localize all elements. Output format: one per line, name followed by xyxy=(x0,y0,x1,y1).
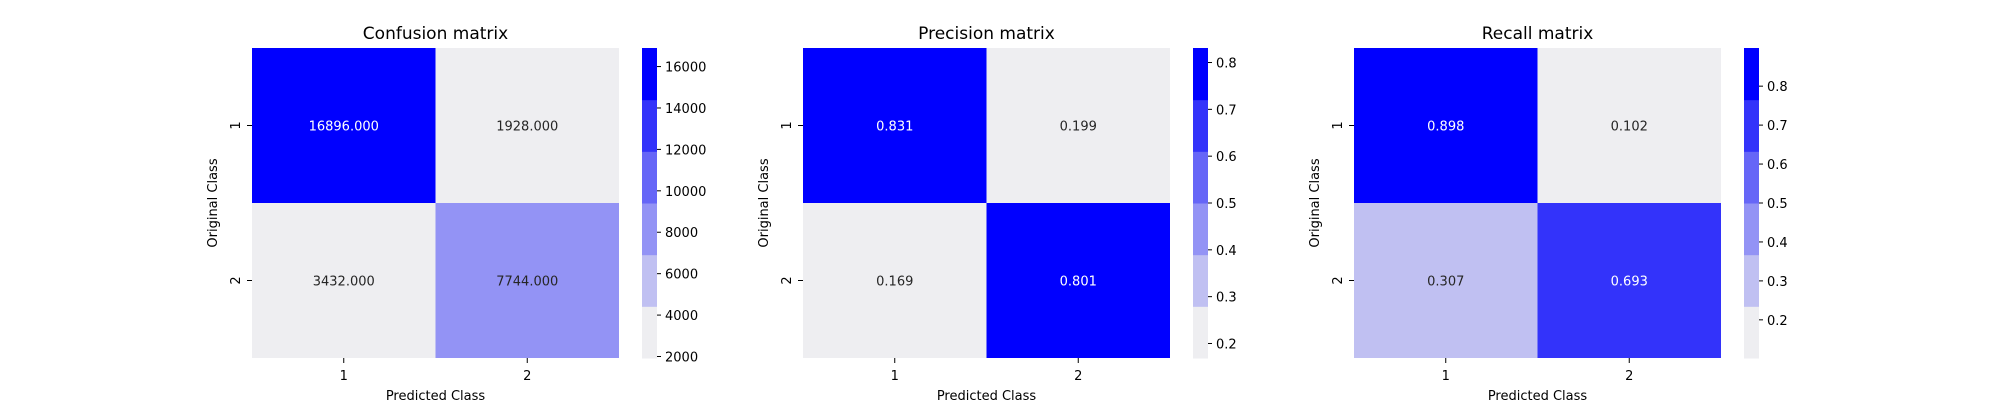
colorbar-tick-label: 0.8 xyxy=(1767,80,1788,95)
colorbar-segment xyxy=(1744,306,1759,359)
heatmap-cell xyxy=(435,48,619,203)
heatmap-cell xyxy=(803,203,987,358)
heatmap-cell xyxy=(986,48,1170,203)
y-tick-label: 1 xyxy=(1331,121,1346,129)
cell-value-label: 0.898 xyxy=(1427,120,1464,135)
cell-value-label: 0.801 xyxy=(1060,275,1097,290)
chart-panel-1: Confusion matrix 16896.000 1928.000 3432.00… xyxy=(206,24,706,400)
colorbar-tick-label: 0.7 xyxy=(1767,119,1788,134)
y-tick-label: 1 xyxy=(229,121,244,129)
colorbar-segment xyxy=(1193,151,1208,204)
colorbar-segment xyxy=(642,254,657,307)
colorbar-segment xyxy=(1193,99,1208,152)
x-tick-label: 1 xyxy=(891,369,899,384)
y-tick-label: 2 xyxy=(1331,276,1346,284)
heatmap-cell xyxy=(252,203,436,358)
chart-title: Confusion matrix xyxy=(363,24,508,44)
colorbar-segment xyxy=(642,99,657,152)
colorbar-tick-label: 4000 xyxy=(665,309,698,324)
heatmap-cell xyxy=(986,203,1170,358)
colorbar-tick-label: 0.5 xyxy=(1216,197,1237,212)
colorbar-tick-label: 0.2 xyxy=(1216,337,1237,352)
colorbar-tick-label: 0.4 xyxy=(1767,236,1788,251)
colorbar-tick-label: 0.7 xyxy=(1216,103,1237,118)
colorbar-segment xyxy=(642,306,657,359)
colorbar-tick-label: 0.3 xyxy=(1216,291,1237,306)
heatmap-cell xyxy=(252,48,436,203)
y-axis-label: Original Class xyxy=(1308,158,1323,247)
x-axis-label: Predicted Class xyxy=(937,389,1037,400)
heatmap-cell xyxy=(435,203,619,358)
x-tick-label: 2 xyxy=(523,369,531,384)
y-tick-label: 1 xyxy=(780,121,795,129)
colorbar-tick-label: 2000 xyxy=(665,351,698,366)
cell-value-label: 0.831 xyxy=(876,120,913,135)
colorbar-tick-label: 0.6 xyxy=(1767,158,1788,173)
colorbar: 0.2 0.3 0.4 0.5 0.6 0.7 0.8 xyxy=(1744,48,1788,359)
colorbar-tick-label: 16000 xyxy=(665,61,706,76)
colorbar-segment xyxy=(1744,151,1759,204)
colorbar-segment xyxy=(642,151,657,204)
x-axis-label: Predicted Class xyxy=(1488,389,1588,400)
heatmap-cell xyxy=(1354,203,1538,358)
chart-panel-3: Recall matrix 0.898 0.102 0.307 0.693 1 2 Predi… xyxy=(1308,24,1788,400)
cell-value-label: 16896.000 xyxy=(309,120,379,135)
colorbar-tick-label: 0.3 xyxy=(1767,275,1788,290)
cell-value-label: 1928.000 xyxy=(496,120,558,135)
x-tick-label: 1 xyxy=(340,369,348,384)
chart-title: Precision matrix xyxy=(918,24,1055,44)
x-tick-label: 2 xyxy=(1074,369,1082,384)
colorbar-tick-label: 14000 xyxy=(665,102,706,117)
x-tick-label: 1 xyxy=(1442,369,1450,384)
cell-value-label: 0.307 xyxy=(1427,275,1464,290)
chart-title: Recall matrix xyxy=(1482,24,1594,44)
colorbar-segment xyxy=(1193,203,1208,256)
colorbar-segment xyxy=(1744,48,1759,101)
cell-value-label: 0.169 xyxy=(876,275,913,290)
colorbar-segment xyxy=(642,48,657,101)
cell-value-label: 0.199 xyxy=(1060,120,1097,135)
colorbar-tick-label: 0.5 xyxy=(1767,197,1788,212)
cell-value-label: 7744.000 xyxy=(496,275,558,290)
colorbar-tick-label: 12000 xyxy=(665,143,706,158)
colorbar-segment xyxy=(1193,48,1208,101)
y-axis-label: Original Class xyxy=(757,158,772,247)
colorbar-segment xyxy=(1744,203,1759,256)
heatmap-cell xyxy=(1537,203,1721,358)
colorbar-tick-label: 10000 xyxy=(665,185,706,200)
x-axis-label: Predicted Class xyxy=(386,389,486,400)
heatmap-cell xyxy=(1354,48,1538,203)
colorbar-tick-label: 6000 xyxy=(665,268,698,283)
y-tick-label: 2 xyxy=(229,276,244,284)
colorbar-segment xyxy=(1193,254,1208,307)
y-tick-label: 2 xyxy=(780,276,795,284)
colorbar-segment xyxy=(1744,99,1759,152)
colorbar-tick-label: 8000 xyxy=(665,226,698,241)
colorbar-segment xyxy=(1744,254,1759,307)
colorbar-tick-label: 0.4 xyxy=(1216,244,1237,259)
colorbar-segment xyxy=(642,203,657,256)
x-tick-label: 2 xyxy=(1625,369,1633,384)
colorbar-segment xyxy=(1193,306,1208,359)
heatmap-cell xyxy=(803,48,987,203)
chart-panel-2: Precision matrix 0.831 0.199 0.169 0.801 1 2 Pr… xyxy=(757,24,1237,400)
cell-value-label: 3432.000 xyxy=(313,275,375,290)
y-axis-label: Original Class xyxy=(206,158,221,247)
colorbar: 2000 4000 6000 8000 10000 12000 14000 16000 xyxy=(642,48,706,366)
cell-value-label: 0.102 xyxy=(1611,120,1648,135)
heatmap-cell xyxy=(1537,48,1721,203)
cell-value-label: 0.693 xyxy=(1611,275,1648,290)
colorbar-tick-label: 0.8 xyxy=(1216,57,1237,72)
colorbar-tick-label: 0.6 xyxy=(1216,150,1237,165)
colorbar-tick-label: 0.2 xyxy=(1767,314,1788,329)
colorbar: 0.2 0.3 0.4 0.5 0.6 0.7 0.8 xyxy=(1193,48,1237,359)
